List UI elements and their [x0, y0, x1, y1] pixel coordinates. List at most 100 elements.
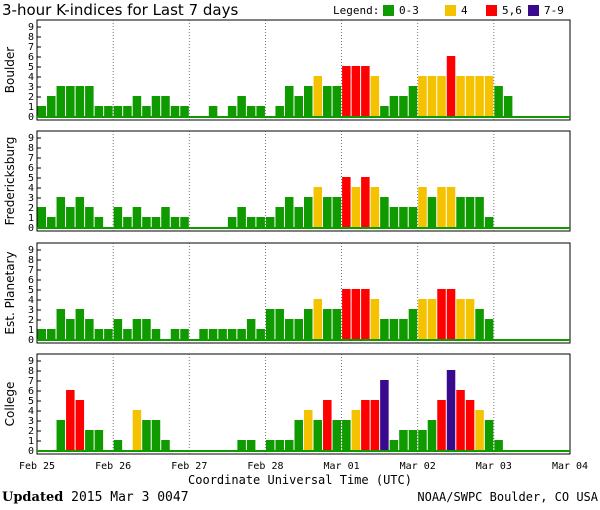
bar-3-11	[142, 420, 151, 451]
bar-2-6	[94, 329, 104, 340]
bar-2-39	[408, 309, 418, 340]
bar-2-47	[484, 319, 494, 340]
bar-3-27	[294, 420, 303, 451]
bar-1-4	[75, 197, 85, 228]
y-tick-1-1: 1	[28, 213, 34, 224]
legend-swatch-0	[383, 5, 394, 16]
bar-1-34	[361, 177, 370, 228]
bar-2-18	[208, 329, 218, 340]
bar-1-33	[351, 187, 361, 228]
bar-0-31	[332, 86, 342, 117]
bar-1-24	[265, 217, 275, 228]
bar-3-46	[475, 410, 484, 451]
y-tick-2-1: 1	[28, 325, 34, 336]
panel-label-3: College	[3, 382, 17, 427]
bar-2-29	[313, 299, 323, 340]
bar-0-39	[408, 86, 418, 117]
bar-3-26	[284, 440, 294, 451]
k-index-chart: 3-hour K-indices for Last 7 days Legend: 0…	[2, 1, 588, 487]
bar-1-31	[332, 197, 342, 228]
bar-2-21	[237, 329, 246, 340]
bar-0-22	[246, 106, 256, 117]
bar-1-38	[399, 207, 408, 228]
bar-1-9	[123, 217, 132, 228]
bar-3-39	[408, 430, 418, 451]
x-tick-1: Feb 26	[95, 461, 131, 472]
y-tick-1-8: 8	[28, 143, 34, 154]
bar-0-11	[142, 106, 151, 117]
y-tick-2-3: 3	[28, 305, 34, 316]
bar-3-25	[275, 440, 284, 451]
y-tick-1-7: 7	[28, 153, 34, 164]
bar-0-26	[284, 86, 294, 117]
y-tick-3-3: 3	[28, 416, 34, 427]
bar-1-39	[408, 207, 418, 228]
bar-2-44	[456, 299, 465, 340]
bar-3-10	[132, 410, 142, 451]
bar-2-26	[284, 319, 294, 340]
bar-0-15	[180, 106, 189, 117]
y-tick-1-5: 5	[28, 173, 34, 184]
bar-0-2	[56, 86, 66, 117]
y-tick-0-6: 6	[28, 52, 34, 63]
bar-3-12	[151, 420, 161, 451]
bar-2-19	[218, 329, 227, 340]
bar-1-37	[389, 207, 399, 228]
bar-2-45	[465, 299, 475, 340]
y-tick-2-6: 6	[28, 275, 34, 286]
bar-0-29	[313, 76, 323, 117]
x-tick-6: Mar 03	[476, 461, 512, 472]
bar-0-25	[275, 106, 284, 117]
bar-1-41	[427, 197, 437, 228]
bar-3-47	[484, 420, 494, 451]
y-tick-1-0: 0	[28, 223, 34, 234]
x-tick-3: Feb 28	[247, 461, 283, 472]
bar-1-0	[37, 207, 47, 228]
y-tick-3-9: 9	[28, 356, 34, 367]
legend-swatch-1	[445, 5, 456, 16]
bar-0-46	[475, 76, 484, 117]
bar-1-14	[170, 217, 180, 228]
bar-2-8	[113, 319, 123, 340]
bar-0-3	[66, 86, 75, 117]
bar-2-15	[180, 329, 189, 340]
bar-3-24	[265, 440, 275, 451]
bar-1-26	[284, 197, 294, 228]
legend-label-2: 5,6	[502, 4, 522, 17]
bar-1-5	[85, 207, 94, 228]
bar-1-42	[437, 187, 446, 228]
bar-3-4	[75, 400, 85, 451]
bar-0-43	[446, 56, 456, 117]
y-tick-0-0: 0	[28, 112, 34, 123]
x-tick-7: Mar 04	[552, 461, 588, 472]
bar-0-20	[227, 106, 237, 117]
bar-1-23	[256, 217, 265, 228]
bar-2-38	[399, 319, 408, 340]
bar-2-32	[342, 289, 351, 340]
bar-3-3	[66, 390, 75, 451]
bar-2-37	[389, 319, 399, 340]
y-tick-1-9: 9	[28, 133, 34, 144]
bar-0-6	[94, 106, 104, 117]
bar-2-22	[246, 319, 256, 340]
x-tick-0: Feb 25	[19, 461, 55, 472]
bar-0-7	[104, 106, 113, 117]
bar-1-20	[227, 217, 237, 228]
bar-1-15	[180, 217, 189, 228]
x-tick-4: Mar 01	[324, 461, 360, 472]
y-tick-0-5: 5	[28, 62, 34, 73]
bar-2-33	[351, 289, 361, 340]
bar-2-27	[294, 319, 303, 340]
bar-2-12	[151, 329, 161, 340]
bar-2-7	[104, 329, 113, 340]
y-tick-2-7: 7	[28, 265, 34, 276]
bar-3-8	[113, 440, 123, 451]
bar-1-28	[304, 197, 313, 228]
source-credit: NOAA/SWPC Boulder, CO USA	[417, 490, 598, 504]
y-tick-2-8: 8	[28, 255, 34, 266]
y-tick-3-6: 6	[28, 386, 34, 397]
y-tick-0-8: 8	[28, 32, 34, 43]
bar-0-38	[399, 96, 408, 117]
x-tick-2: Feb 27	[171, 461, 207, 472]
bar-2-35	[370, 299, 380, 340]
